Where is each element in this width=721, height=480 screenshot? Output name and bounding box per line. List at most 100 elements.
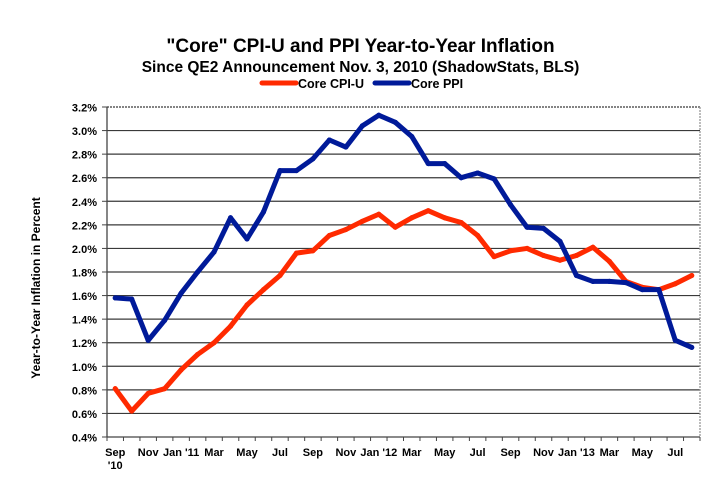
data-point: [145, 390, 151, 396]
data-point: [343, 144, 349, 150]
data-point: [195, 269, 201, 275]
y-tick-label: 2.8%: [72, 150, 97, 162]
line-segment: [541, 225, 563, 244]
line-segment: [343, 218, 365, 233]
data-point: [244, 302, 250, 308]
data-point: [475, 232, 481, 238]
line-segment: [211, 323, 234, 346]
legend-label-core-ppi: Core PPI: [411, 77, 463, 91]
data-point: [112, 386, 118, 392]
line-segment: [442, 215, 464, 225]
y-tick-label: 2.0%: [72, 244, 97, 256]
x-tick-label: Sep: [303, 447, 323, 459]
line-segment: [244, 209, 266, 242]
x-tick-label: Jan '12: [360, 447, 397, 459]
line-segment: [672, 273, 695, 287]
line-segment: [277, 250, 299, 279]
data-point: [326, 232, 332, 238]
x-tick-label: Jan '13: [558, 447, 595, 459]
data-point: [573, 253, 579, 258]
data-point: [277, 273, 283, 279]
line-segment: [359, 211, 382, 224]
data-point: [656, 287, 662, 293]
y-tick-label: 1.2%: [72, 338, 97, 350]
y-tick-label: 1.8%: [72, 268, 97, 280]
line-segment: [260, 168, 283, 215]
data-point: [573, 273, 579, 279]
line-segment: [112, 386, 135, 414]
data-point: [277, 168, 283, 174]
line-segment: [326, 137, 349, 150]
line-segment: [293, 156, 316, 174]
line-segment: [573, 273, 596, 284]
y-tick-label: 2.4%: [72, 197, 97, 209]
data-point: [129, 408, 135, 414]
line-segment: [524, 224, 547, 231]
data-point: [326, 137, 332, 143]
y-tick-label: 2.6%: [72, 173, 97, 185]
line-segment: [409, 208, 431, 221]
y-tick-label: 3.2%: [72, 103, 97, 115]
line-segment: [129, 296, 151, 343]
line-segment: [376, 211, 398, 230]
x-tick-label: Nov: [533, 447, 555, 459]
x-tick-label: Mar: [402, 447, 422, 459]
data-point: [195, 352, 201, 357]
series-lines: [112, 112, 695, 414]
line-segment: [145, 317, 168, 343]
x-tick-label: Nov: [138, 447, 160, 459]
line-segment: [508, 202, 530, 230]
line-segment: [425, 208, 448, 221]
data-point: [409, 215, 415, 221]
data-point: [392, 224, 398, 230]
legend-label-core-cpi-u: Core CPI-U: [298, 77, 364, 91]
x-tick-label: Jul: [470, 447, 486, 459]
data-point: [129, 296, 135, 302]
data-point: [639, 287, 645, 293]
data-point: [590, 244, 596, 250]
line-segment: [524, 245, 547, 258]
chart-title: "Core" CPI-U and PPI Year-to-Year Inflat…: [166, 36, 555, 57]
line-segment: [557, 238, 579, 279]
data-point: [293, 168, 299, 174]
data-point: [458, 175, 464, 181]
x-tick-label: Nov: [335, 447, 357, 459]
x-tick-label: Jul: [667, 447, 683, 459]
data-point: [425, 161, 431, 167]
x-tick-label: Sep: [500, 447, 520, 459]
data-point: [293, 250, 299, 256]
data-point: [112, 295, 118, 301]
line-segment: [178, 352, 201, 373]
line-segment: [656, 281, 678, 293]
line-segment: [129, 390, 151, 414]
legend: Core CPI-U Core PPI: [259, 77, 463, 91]
line-segment: [508, 245, 530, 254]
data-point: [442, 215, 448, 221]
data-point: [524, 224, 530, 230]
x-tick-label: Mar: [600, 447, 620, 459]
data-point: [211, 249, 217, 255]
line-segment: [145, 386, 168, 396]
data-point: [606, 278, 612, 284]
y-tick-label: 1.0%: [72, 362, 97, 374]
line-segment: [656, 287, 678, 343]
data-point: [211, 340, 217, 346]
line-segment: [293, 248, 316, 256]
data-point: [606, 258, 612, 264]
data-point: [376, 211, 382, 217]
line-segment: [672, 337, 695, 350]
line-segment: [326, 227, 349, 238]
y-tick-label: 1.6%: [72, 291, 97, 303]
line-segment: [260, 273, 283, 293]
y-axis-label: Year-to-Year Inflation in Percent: [29, 197, 43, 378]
line-segment: [376, 112, 398, 125]
data-point: [178, 290, 184, 296]
data-point: [310, 248, 316, 254]
data-point: [458, 220, 464, 225]
data-point: [623, 280, 629, 286]
data-point: [162, 386, 168, 392]
line-segment: [310, 232, 332, 254]
data-point: [359, 218, 365, 224]
data-point: [228, 323, 234, 329]
